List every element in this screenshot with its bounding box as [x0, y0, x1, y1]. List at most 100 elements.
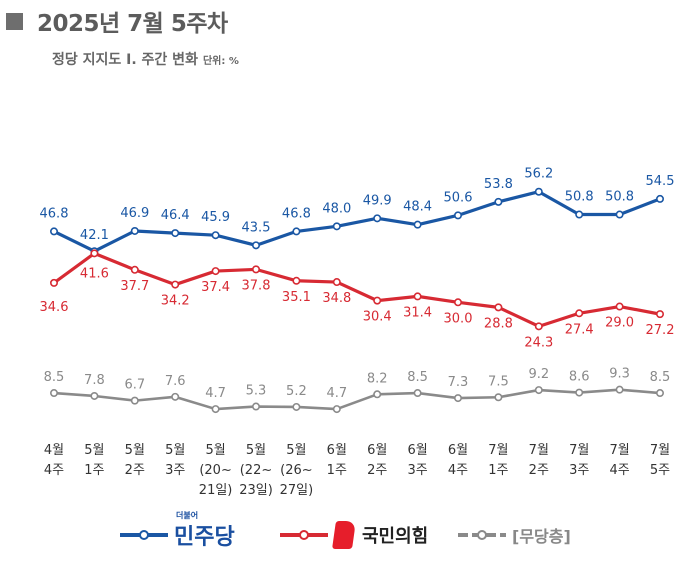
data-point-ppp: [494, 303, 503, 312]
data-label-none: 8.2: [367, 371, 388, 386]
unit-label: 단위: %: [202, 56, 239, 67]
data-point-minjoo: [252, 241, 261, 250]
data-label-ppp: 34.8: [322, 291, 351, 306]
data-point-none: [211, 405, 220, 414]
subtitle-row: 정당 지지도 Ⅰ. 주간 변화 단위: %: [52, 49, 239, 69]
data-label-none: 8.5: [407, 370, 428, 385]
data-label-minjoo: 50.8: [605, 190, 634, 205]
data-label-minjoo: 42.1: [80, 228, 109, 243]
data-label-minjoo: 46.4: [161, 208, 190, 223]
data-point-minjoo: [655, 194, 664, 203]
x-tick-label: 6월 2주: [367, 443, 387, 478]
data-point-minjoo: [211, 231, 220, 240]
data-label-minjoo: 46.8: [40, 206, 69, 221]
data-point-minjoo: [171, 229, 180, 238]
x-tick-label: 5월 2주: [125, 443, 145, 478]
data-label-ppp: 37.7: [120, 279, 149, 294]
data-point-ppp: [413, 292, 422, 301]
data-label-minjoo: 50.6: [444, 190, 473, 205]
data-label-ppp: 34.6: [40, 300, 69, 315]
series-line-minjoo: [52, 190, 662, 253]
data-point-ppp: [655, 310, 664, 319]
data-point-none: [575, 388, 584, 397]
data-label-minjoo: 46.9: [120, 206, 149, 221]
data-label-ppp: 27.2: [646, 323, 675, 338]
x-tick-label: 7월 1주: [488, 443, 508, 478]
data-label-none: 5.2: [286, 384, 307, 399]
legend-line-minjoo: [120, 530, 168, 540]
data-label-none: 9.2: [528, 367, 549, 382]
data-point-ppp: [615, 302, 624, 311]
data-point-none: [292, 402, 301, 411]
data-point-minjoo: [373, 214, 382, 223]
data-label-ppp: 30.4: [363, 310, 392, 325]
data-label-minjoo: 48.0: [322, 201, 351, 216]
page-title: 2025년 7월 5주차: [37, 11, 228, 37]
data-label-ppp: 37.4: [201, 280, 230, 295]
data-label-minjoo: 45.9: [201, 210, 230, 225]
data-point-none: [171, 392, 180, 401]
data-label-none: 7.5: [488, 374, 509, 389]
data-point-ppp: [453, 298, 462, 307]
data-point-minjoo: [413, 220, 422, 229]
data-label-none: 8.6: [569, 370, 590, 385]
x-tick-label: 6월 1주: [327, 443, 347, 478]
x-tick-label: 5월 (26~ 27일): [280, 443, 314, 498]
data-point-minjoo: [292, 227, 301, 236]
data-point-ppp: [332, 278, 341, 287]
legend-item-ppp: 국민의힘: [280, 515, 428, 555]
x-tick-label: 7월 4주: [609, 443, 629, 478]
data-label-ppp: 30.0: [444, 311, 473, 326]
data-label-none: 6.7: [124, 378, 145, 393]
data-point-none: [252, 402, 261, 411]
data-label-ppp: 24.3: [524, 335, 553, 350]
data-point-minjoo: [494, 197, 503, 206]
data-label-minjoo: 49.9: [363, 193, 392, 208]
data-point-none: [494, 393, 503, 402]
data-point-none: [655, 389, 664, 398]
data-label-minjoo: 50.8: [565, 190, 594, 205]
data-point-none: [413, 389, 422, 398]
data-point-minjoo: [130, 226, 139, 235]
data-label-minjoo: 54.5: [646, 174, 675, 189]
data-point-none: [130, 396, 139, 405]
data-label-ppp: 34.2: [161, 294, 190, 309]
data-point-none: [373, 390, 382, 399]
data-point-ppp: [292, 276, 301, 285]
data-label-none: 4.7: [326, 386, 347, 401]
data-label-ppp: 35.1: [282, 290, 311, 305]
data-point-ppp: [90, 249, 99, 258]
data-point-ppp: [171, 280, 180, 289]
x-tick-label: 7월 2주: [529, 443, 549, 478]
x-tick-label: 5월 (20~ 21일): [199, 443, 233, 498]
data-label-none: 5.3: [246, 384, 267, 399]
data-point-minjoo: [453, 211, 462, 220]
data-point-none: [615, 385, 624, 394]
title-square-icon: [6, 12, 23, 30]
title-row: 2025년 7월 5주차: [6, 4, 228, 38]
legend-item-minjoo: 더불어 민주당: [120, 511, 235, 555]
data-point-ppp: [575, 309, 584, 318]
data-label-ppp: 41.6: [80, 266, 109, 281]
data-point-minjoo: [534, 187, 543, 196]
data-point-none: [49, 389, 58, 398]
data-label-ppp: 28.8: [484, 316, 513, 331]
data-label-minjoo: 46.8: [282, 206, 311, 221]
data-point-ppp: [373, 296, 382, 305]
x-tick-label: 7월 5주: [650, 443, 670, 478]
data-label-ppp: 37.8: [242, 278, 271, 293]
x-tick-label: 5월 (22~ 23일): [239, 443, 273, 498]
x-tick-label: 6월 4주: [448, 443, 468, 478]
data-label-none: 9.3: [609, 367, 630, 382]
data-label-ppp: 27.4: [565, 322, 594, 337]
data-point-minjoo: [575, 210, 584, 219]
x-tick-label: 5월 3주: [165, 443, 185, 478]
data-point-none: [90, 391, 99, 400]
series-line-none: [52, 388, 662, 411]
ppp-logo-mark-icon: [332, 521, 356, 549]
data-label-none: 7.8: [84, 373, 105, 388]
data-point-none: [332, 405, 341, 414]
x-tick-label: 7월 3주: [569, 443, 589, 478]
data-label-none: 8.5: [44, 370, 65, 385]
